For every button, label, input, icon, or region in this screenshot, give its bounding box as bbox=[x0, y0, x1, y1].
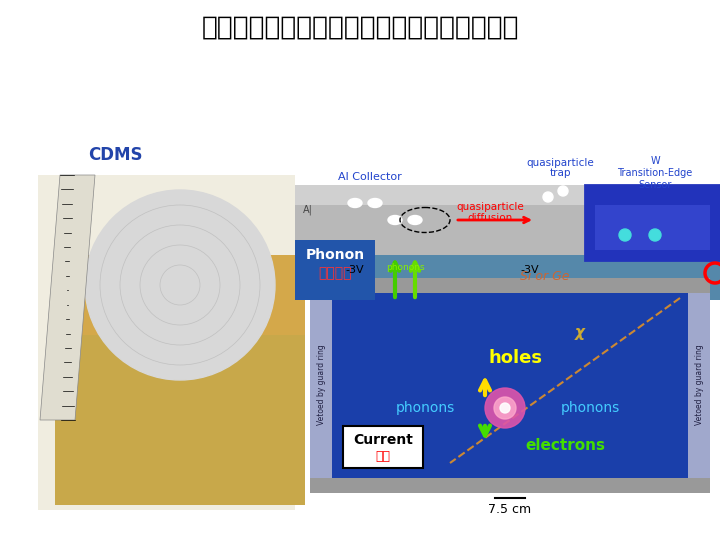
Text: W
Transition-Edge
Sensor: W Transition-Edge Sensor bbox=[617, 156, 693, 191]
Text: -3V: -3V bbox=[521, 265, 539, 275]
Bar bbox=[295, 255, 720, 300]
Text: 7.5 cm: 7.5 cm bbox=[488, 503, 531, 516]
Ellipse shape bbox=[388, 215, 402, 225]
Circle shape bbox=[85, 190, 275, 380]
Text: A|: A| bbox=[303, 205, 313, 215]
Circle shape bbox=[485, 388, 525, 428]
Text: quasiparticle: quasiparticle bbox=[526, 158, 594, 168]
Bar bbox=[38, 175, 313, 510]
Text: diffusion: diffusion bbox=[467, 213, 513, 223]
Bar bbox=[295, 185, 720, 205]
Text: holes: holes bbox=[488, 349, 542, 367]
Bar bbox=[55, 255, 305, 335]
Bar bbox=[595, 205, 710, 250]
Text: Vetoed by guard ring: Vetoed by guard ring bbox=[317, 345, 325, 426]
Bar bbox=[310, 278, 710, 293]
Circle shape bbox=[619, 229, 631, 241]
Bar bbox=[688, 293, 710, 478]
Ellipse shape bbox=[348, 199, 362, 207]
Text: 半導体検出器によるダークマターの直接検出: 半導体検出器によるダークマターの直接検出 bbox=[202, 15, 518, 41]
Circle shape bbox=[543, 192, 553, 202]
Bar bbox=[55, 330, 305, 505]
Text: electrons: electrons bbox=[525, 438, 605, 454]
Text: -3V: -3V bbox=[346, 265, 364, 275]
Text: 電流: 電流 bbox=[376, 449, 390, 462]
Bar bbox=[295, 60, 720, 540]
Text: trap: trap bbox=[549, 168, 571, 178]
Bar bbox=[310, 478, 710, 493]
Polygon shape bbox=[40, 175, 95, 420]
Circle shape bbox=[500, 403, 510, 413]
Bar bbox=[332, 293, 688, 478]
Circle shape bbox=[558, 186, 568, 196]
Text: Phonon: Phonon bbox=[305, 248, 364, 262]
Bar bbox=[295, 185, 720, 255]
Bar bbox=[295, 240, 375, 300]
Text: phonons: phonons bbox=[395, 401, 454, 415]
Ellipse shape bbox=[408, 215, 422, 225]
Bar bbox=[585, 185, 720, 260]
Circle shape bbox=[494, 397, 516, 419]
Bar bbox=[310, 293, 332, 478]
Text: quasiparticle: quasiparticle bbox=[456, 202, 524, 212]
Text: phonons: phonons bbox=[386, 262, 424, 272]
Ellipse shape bbox=[368, 199, 382, 207]
Text: CDMS: CDMS bbox=[88, 146, 143, 164]
Bar bbox=[343, 426, 423, 468]
Text: フォノン: フォノン bbox=[318, 266, 352, 280]
Text: Si or Ge: Si or Ge bbox=[521, 271, 570, 284]
Text: Vetoed by guard ring: Vetoed by guard ring bbox=[695, 345, 703, 426]
Text: Al Collector: Al Collector bbox=[338, 172, 402, 182]
Text: χ: χ bbox=[575, 326, 585, 341]
Text: phonons: phonons bbox=[560, 401, 620, 415]
Circle shape bbox=[649, 229, 661, 241]
Text: Current: Current bbox=[353, 433, 413, 447]
